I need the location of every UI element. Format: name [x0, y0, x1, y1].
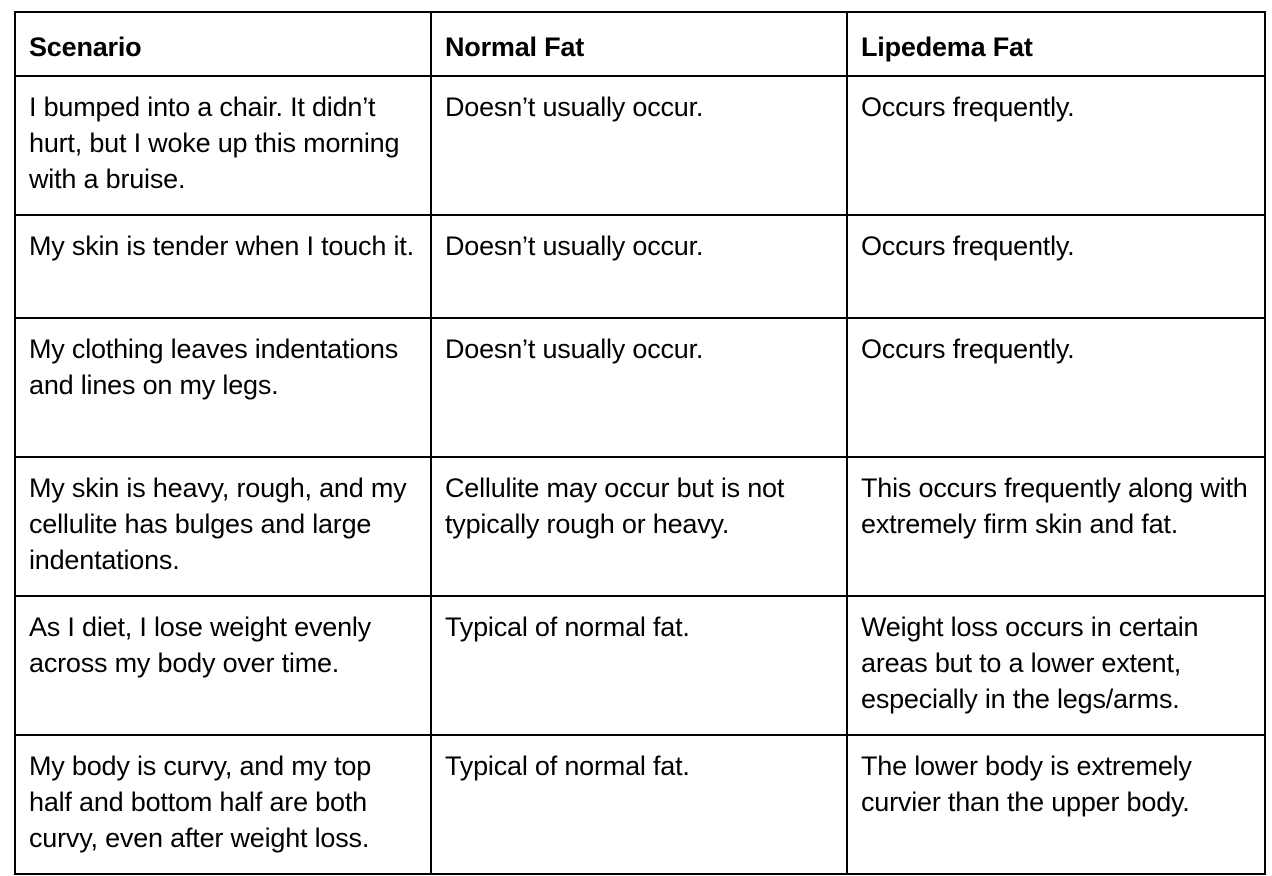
- header-scenario: Scenario: [14, 11, 432, 77]
- normal-fat-cell: Cellulite may occur but is not typically…: [430, 456, 848, 597]
- scenario-cell: My clothing leaves indentations and line…: [14, 317, 432, 458]
- normal-fat-cell: Doesn’t usually occur.: [430, 317, 848, 458]
- normal-fat-cell: Typical of normal fat.: [430, 734, 848, 875]
- normal-fat-cell: Typical of normal fat.: [430, 595, 848, 736]
- normal-fat-cell: Doesn’t usually occur.: [430, 214, 848, 319]
- lipedema-fat-cell: Weight loss occurs in certain areas but …: [846, 595, 1266, 736]
- lipedema-fat-cell: The lower body is extremely curvier than…: [846, 734, 1266, 875]
- header-row: Scenario Normal Fat Lipedema Fat: [14, 11, 1266, 77]
- table-row: My body is curvy, and my top half and bo…: [14, 734, 1266, 875]
- scenario-cell: As I diet, I lose weight evenly across m…: [14, 595, 432, 736]
- scenario-cell: My skin is heavy, rough, and my cellulit…: [14, 456, 432, 597]
- scenario-cell: My skin is tender when I touch it.: [14, 214, 432, 319]
- table-row: My skin is heavy, rough, and my cellulit…: [14, 456, 1266, 597]
- lipedema-fat-cell: Occurs frequently.: [846, 317, 1266, 458]
- header-normal-fat: Normal Fat: [430, 11, 848, 77]
- lipedema-fat-cell: Occurs frequently.: [846, 75, 1266, 216]
- scenario-cell: I bumped into a chair. It didn’t hurt, b…: [14, 75, 432, 216]
- table-row: My skin is tender when I touch it. Doesn…: [14, 214, 1266, 319]
- table-row: As I diet, I lose weight evenly across m…: [14, 595, 1266, 736]
- comparison-table: Scenario Normal Fat Lipedema Fat I bumpe…: [14, 11, 1266, 875]
- table-row: My clothing leaves indentations and line…: [14, 317, 1266, 458]
- table-row: I bumped into a chair. It didn’t hurt, b…: [14, 75, 1266, 216]
- lipedema-fat-cell: Occurs frequently.: [846, 214, 1266, 319]
- header-lipedema-fat: Lipedema Fat: [846, 11, 1266, 77]
- scenario-cell: My body is curvy, and my top half and bo…: [14, 734, 432, 875]
- normal-fat-cell: Doesn’t usually occur.: [430, 75, 848, 216]
- lipedema-fat-cell: This occurs frequently along with extrem…: [846, 456, 1266, 597]
